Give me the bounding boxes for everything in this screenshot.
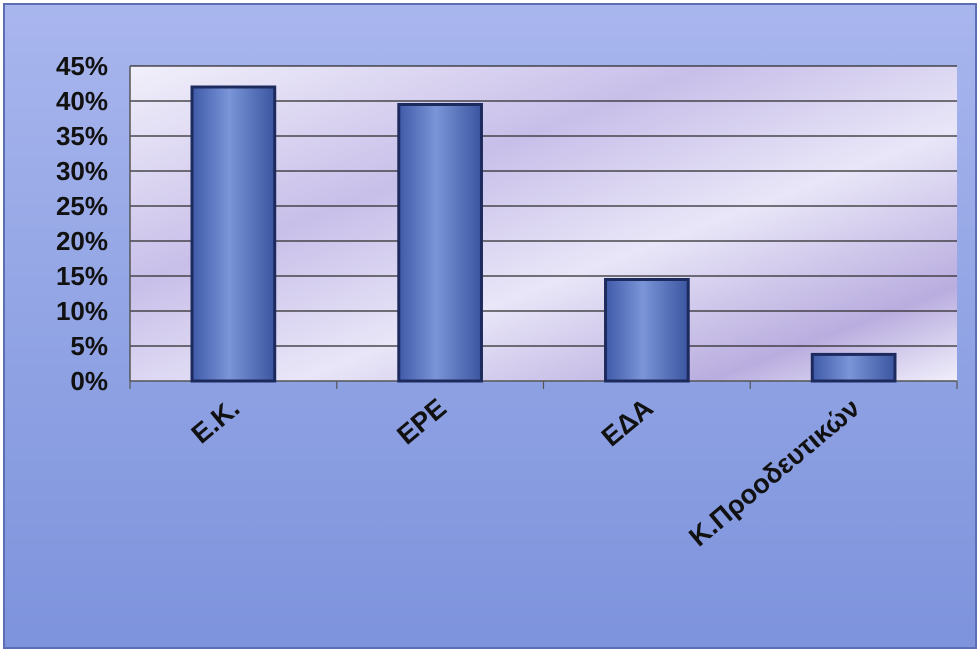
- y-tick-labels: 0% 5% 10% 15% 20% 25% 30% 35% 40% 45%: [56, 51, 108, 396]
- y-tick-label: 40%: [56, 86, 108, 116]
- y-tick-label: 25%: [56, 191, 108, 221]
- y-tick-label: 10%: [56, 296, 108, 326]
- y-tick-label: 45%: [56, 51, 108, 81]
- y-tick-label: 5%: [70, 331, 108, 361]
- y-tick-label: 20%: [56, 226, 108, 256]
- bar: [604, 278, 690, 383]
- bar: [810, 352, 897, 383]
- bars: [190, 85, 897, 383]
- bar: [397, 103, 483, 383]
- y-tick-label: 30%: [56, 156, 108, 186]
- bar: [190, 85, 277, 383]
- y-tick-label: 0%: [70, 366, 108, 396]
- y-tick-label: 35%: [56, 121, 108, 151]
- y-tick-label: 15%: [56, 261, 108, 291]
